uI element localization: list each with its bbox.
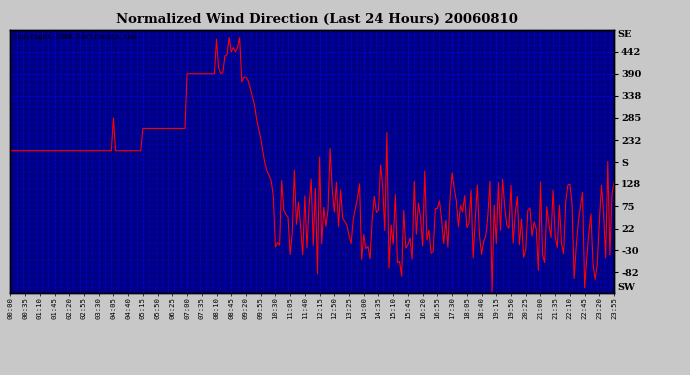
Text: Copyright 2006 Cartronics.com: Copyright 2006 Cartronics.com — [13, 34, 137, 40]
Text: SW: SW — [618, 284, 635, 292]
Text: Normalized Wind Direction (Last 24 Hours) 20060810: Normalized Wind Direction (Last 24 Hours… — [117, 13, 518, 26]
Text: SE: SE — [618, 30, 632, 39]
